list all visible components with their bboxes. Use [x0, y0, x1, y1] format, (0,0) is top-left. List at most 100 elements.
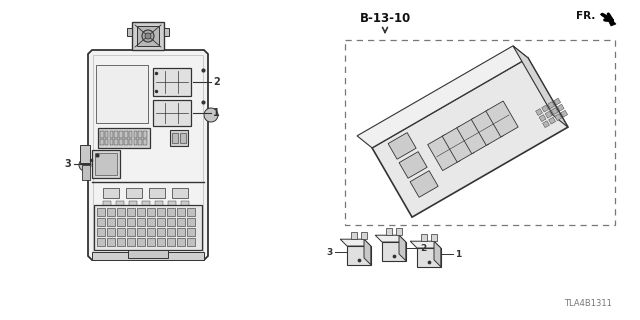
- Text: 3: 3: [64, 159, 71, 169]
- Bar: [107, 218, 115, 226]
- Bar: [127, 28, 132, 36]
- Bar: [421, 234, 427, 241]
- Polygon shape: [486, 101, 518, 137]
- Polygon shape: [410, 171, 438, 197]
- Bar: [127, 238, 134, 245]
- Bar: [431, 234, 437, 241]
- Bar: [361, 232, 367, 239]
- Bar: [168, 201, 176, 206]
- Bar: [167, 228, 175, 236]
- Bar: [138, 139, 142, 145]
- Bar: [93, 55, 203, 255]
- Polygon shape: [375, 235, 406, 242]
- Bar: [124, 139, 127, 145]
- Bar: [345, 40, 615, 225]
- Bar: [96, 65, 148, 123]
- Polygon shape: [399, 152, 427, 178]
- Bar: [172, 133, 178, 143]
- Bar: [127, 218, 134, 226]
- Bar: [95, 153, 117, 175]
- Polygon shape: [561, 110, 568, 117]
- Bar: [97, 238, 104, 245]
- Bar: [157, 208, 164, 215]
- Bar: [117, 208, 125, 215]
- Bar: [382, 242, 406, 261]
- Bar: [177, 228, 184, 236]
- Bar: [347, 246, 371, 265]
- Bar: [109, 131, 113, 138]
- Bar: [187, 218, 195, 226]
- Bar: [92, 252, 204, 260]
- Bar: [167, 238, 175, 245]
- Bar: [103, 188, 119, 198]
- Polygon shape: [442, 126, 474, 162]
- Polygon shape: [548, 102, 555, 108]
- Bar: [107, 238, 115, 245]
- Polygon shape: [340, 239, 371, 246]
- FancyArrowPatch shape: [602, 14, 612, 20]
- Bar: [167, 208, 175, 215]
- Polygon shape: [539, 115, 546, 122]
- Bar: [80, 145, 90, 163]
- Bar: [177, 218, 184, 226]
- Bar: [105, 131, 108, 138]
- Bar: [105, 139, 108, 145]
- Bar: [117, 228, 125, 236]
- Bar: [94, 205, 202, 250]
- Bar: [107, 208, 115, 215]
- Circle shape: [204, 108, 218, 122]
- Bar: [187, 208, 195, 215]
- Text: TLA4B1311: TLA4B1311: [564, 299, 612, 308]
- Bar: [157, 228, 164, 236]
- Bar: [129, 201, 137, 206]
- Bar: [143, 131, 147, 138]
- Bar: [124, 131, 127, 138]
- Polygon shape: [388, 132, 416, 159]
- Bar: [115, 139, 118, 145]
- Bar: [155, 201, 163, 206]
- Bar: [116, 201, 124, 206]
- Polygon shape: [471, 109, 504, 145]
- Bar: [98, 128, 150, 148]
- Bar: [137, 26, 159, 46]
- Polygon shape: [434, 241, 441, 267]
- Bar: [417, 248, 441, 267]
- Polygon shape: [551, 108, 558, 115]
- Bar: [147, 218, 154, 226]
- Bar: [153, 100, 191, 126]
- Bar: [126, 188, 142, 198]
- Bar: [115, 131, 118, 138]
- Bar: [138, 131, 142, 138]
- Bar: [134, 131, 137, 138]
- Bar: [147, 228, 154, 236]
- Bar: [157, 218, 164, 226]
- Bar: [149, 188, 165, 198]
- Bar: [177, 208, 184, 215]
- Bar: [143, 139, 147, 145]
- Polygon shape: [399, 235, 406, 261]
- Polygon shape: [557, 104, 564, 111]
- Polygon shape: [536, 109, 543, 116]
- Bar: [351, 232, 357, 239]
- Bar: [157, 238, 164, 245]
- Bar: [172, 188, 188, 198]
- Bar: [137, 218, 145, 226]
- Text: FR.: FR.: [575, 11, 595, 21]
- Polygon shape: [541, 105, 548, 112]
- Polygon shape: [428, 135, 460, 171]
- Bar: [137, 238, 145, 245]
- Bar: [128, 250, 168, 258]
- Bar: [132, 22, 164, 50]
- Polygon shape: [513, 46, 568, 127]
- Text: 1: 1: [213, 108, 220, 118]
- Bar: [109, 139, 113, 145]
- Bar: [82, 165, 90, 180]
- Bar: [187, 228, 195, 236]
- Polygon shape: [555, 114, 561, 121]
- Bar: [119, 139, 123, 145]
- Bar: [107, 228, 115, 236]
- Polygon shape: [554, 98, 561, 105]
- Bar: [100, 139, 104, 145]
- Bar: [127, 208, 134, 215]
- Bar: [129, 139, 132, 145]
